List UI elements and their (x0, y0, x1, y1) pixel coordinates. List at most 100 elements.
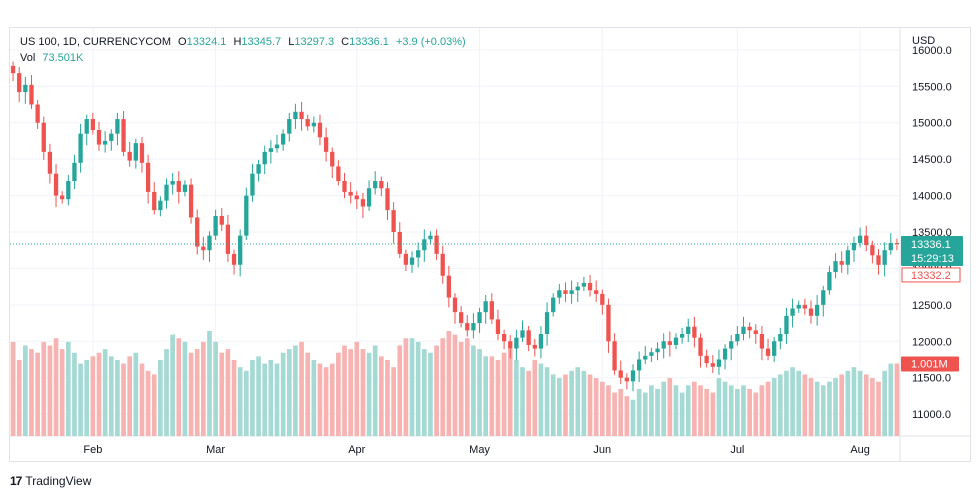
volume-tag (901, 356, 959, 372)
volume-bar (704, 388, 709, 436)
candle-body (41, 122, 46, 152)
candle-body (90, 119, 96, 130)
volume-bar (145, 370, 151, 436)
candle-body (679, 334, 685, 338)
volume-bar (201, 341, 206, 436)
volume-tag-label: 1.001M (911, 359, 948, 371)
x-tick-label: Feb (83, 444, 102, 456)
x-tick-label: Jun (593, 444, 611, 456)
volume-bar (802, 374, 808, 436)
volume-bar (385, 359, 390, 436)
countdown-label: 15:29:13 (911, 253, 954, 265)
volume-bar (446, 331, 452, 436)
candle-body (250, 173, 255, 196)
candle-body (802, 304, 808, 309)
volume-bar (477, 349, 482, 436)
candle-body (330, 151, 335, 167)
volume-bar (428, 352, 433, 436)
candle-body (514, 337, 519, 349)
candle-body (778, 334, 783, 342)
volume-bar (876, 381, 881, 436)
candle-body (109, 133, 114, 141)
candle-body (753, 330, 758, 334)
volume-bar (280, 352, 286, 436)
candle-body (704, 355, 709, 364)
legend-close-label: C (341, 36, 350, 48)
y-tick-label: 14500.0 (912, 154, 952, 166)
volume-bar (642, 392, 648, 436)
candle-body (661, 341, 666, 349)
volume-bar (777, 374, 783, 436)
volume-bar (833, 378, 838, 436)
candle-body (489, 301, 494, 320)
candle-body (188, 184, 194, 218)
y-tick-label: 15500.0 (912, 81, 952, 93)
candle-body (636, 359, 642, 371)
candle-body (624, 377, 630, 382)
y-tick-label: 15000.0 (912, 118, 952, 130)
volume-bar (237, 367, 243, 436)
volume-bar (759, 385, 765, 436)
candle-body (759, 334, 765, 349)
candle-body (465, 323, 470, 331)
candle-body (440, 253, 445, 276)
volume-bar (151, 374, 157, 436)
volume-bar (379, 356, 384, 436)
candle-body (121, 119, 126, 152)
volume-bar (139, 363, 145, 436)
candle-body (225, 224, 231, 254)
y-tick-label: 16000.0 (912, 45, 952, 57)
volume-bar (882, 370, 887, 436)
candle-body (735, 334, 740, 342)
volume-bar (569, 370, 574, 436)
candle-body (821, 290, 826, 305)
volume-bar (366, 352, 372, 436)
legend-change: +3.9 (+0.03%) (395, 36, 466, 48)
candle-body (839, 261, 844, 265)
volume-bar (839, 374, 845, 436)
candle-body (287, 119, 292, 134)
volume-bar (606, 385, 611, 436)
candle-body (244, 195, 249, 236)
candle-body (96, 130, 102, 145)
candle-body (422, 239, 427, 251)
volume-bar (354, 341, 360, 436)
volume-bar (452, 334, 458, 436)
volume-bar (336, 352, 341, 436)
volume-bar (753, 392, 759, 436)
volume-bar (72, 352, 77, 436)
candle-body (78, 133, 83, 163)
volume-bar (863, 374, 869, 436)
volume-bar (550, 374, 556, 436)
volume-bar (158, 359, 163, 436)
candle-body (538, 334, 544, 349)
candle-body (796, 304, 801, 309)
legend-open-value: 13324.1 (186, 36, 227, 48)
candle-body (526, 330, 531, 345)
candle-body (336, 166, 341, 181)
candle-body (219, 215, 224, 225)
tradingview-branding[interactable]: 17 TradingView (10, 474, 91, 488)
volume-bar (213, 341, 218, 436)
volume-bar (784, 370, 789, 436)
volume-bar (581, 370, 587, 436)
candle-body (127, 151, 132, 161)
tradingview-logo-icon: 17 (10, 474, 22, 488)
candle-body (428, 235, 433, 240)
chart-frame[interactable] (9, 27, 971, 462)
volume-bar (747, 388, 752, 436)
volume-bar (29, 349, 34, 436)
volume-bar (857, 370, 863, 436)
volume-bar (735, 388, 740, 436)
volume-bar (256, 356, 261, 436)
candle-body (532, 344, 537, 349)
candle-body (60, 195, 65, 200)
candle-body (274, 144, 280, 149)
volume-bar (59, 349, 65, 436)
volume-bar (673, 385, 679, 436)
candle-body (72, 162, 77, 181)
candle-body (152, 191, 157, 211)
candle-body (698, 337, 703, 356)
candle-body (581, 283, 587, 287)
